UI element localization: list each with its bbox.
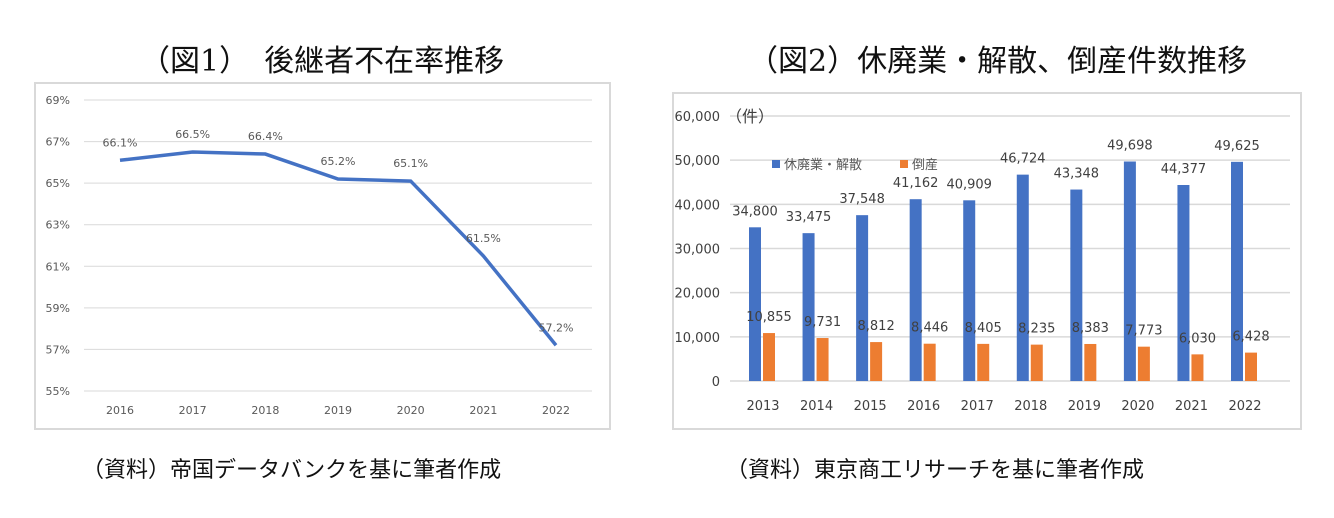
x-tick-label: 2018 xyxy=(1014,399,1047,414)
y-tick-label: 69% xyxy=(46,94,70,107)
data-label: 6,428 xyxy=(1232,330,1269,345)
x-tick-label: 2022 xyxy=(1228,399,1261,414)
y-tick-label: 30,000 xyxy=(675,243,721,258)
y-tick-label: 61% xyxy=(46,260,70,273)
y-tick-label: 63% xyxy=(46,219,70,232)
data-label: 34,800 xyxy=(732,204,778,219)
data-label: 61.5% xyxy=(466,232,501,245)
chart1-title: （図1） 後継者不在率推移 xyxy=(140,44,505,79)
x-tick-label: 2016 xyxy=(106,404,134,417)
x-tick-label: 2021 xyxy=(469,404,497,417)
x-tick-label: 2013 xyxy=(746,399,779,414)
data-label: 49,698 xyxy=(1107,139,1153,154)
x-tick-label: 2017 xyxy=(961,399,994,414)
chart1-caption: （資料）帝国データバンクを基に筆者作成 xyxy=(82,458,502,483)
x-tick-label: 2014 xyxy=(800,399,833,414)
data-label: 8,812 xyxy=(858,319,895,334)
closure-bar xyxy=(963,200,976,381)
data-label: 6,030 xyxy=(1179,331,1216,346)
data-label: 44,377 xyxy=(1161,162,1207,177)
data-label: 43,348 xyxy=(1054,167,1100,182)
y-tick-label: 10,000 xyxy=(675,331,721,346)
bankruptcy-bar xyxy=(763,333,775,381)
data-label: 49,625 xyxy=(1214,139,1260,154)
bankruptcy-bar xyxy=(870,342,883,381)
series-line xyxy=(119,150,558,347)
closure-bar xyxy=(1016,174,1029,381)
bankruptcy-bar xyxy=(1137,346,1150,381)
chart2-frame xyxy=(672,92,1302,430)
legend-swatch xyxy=(772,160,780,168)
data-label: 65.1% xyxy=(393,157,428,170)
legend-label: 倒産 xyxy=(912,157,938,173)
y-tick-label: 67% xyxy=(46,136,70,149)
data-label: 8,383 xyxy=(1072,321,1109,336)
bankruptcy-bar xyxy=(923,343,936,381)
y-tick-label: 0 xyxy=(712,375,720,390)
legend-swatch xyxy=(900,160,908,168)
chart2-title: （図2）休廃業・解散、倒産件数推移 xyxy=(748,44,1248,79)
y-tick-label: 65% xyxy=(46,177,70,190)
legend-label: 休廃業・解散 xyxy=(784,157,862,173)
x-tick-label: 2015 xyxy=(854,399,887,414)
closure-bar xyxy=(1231,161,1243,381)
closure-bar xyxy=(1177,185,1190,381)
closure-bar xyxy=(1070,189,1083,381)
y-tick-label: 59% xyxy=(46,302,70,315)
data-label: 66.1% xyxy=(103,136,138,149)
closure-bar xyxy=(909,199,922,381)
bankruptcy-bar xyxy=(816,338,829,381)
data-label: 8,405 xyxy=(965,321,1002,336)
bankruptcy-bar xyxy=(977,343,990,381)
data-label: 33,475 xyxy=(786,210,832,225)
y-tick-label: 55% xyxy=(46,385,70,398)
x-tick-label: 2017 xyxy=(179,404,207,417)
closure-bar xyxy=(1123,161,1136,381)
closure-bar xyxy=(856,215,869,381)
closure-bar xyxy=(802,233,815,381)
unit-label: （件） xyxy=(726,107,774,126)
y-tick-label: 57% xyxy=(46,343,70,356)
closure-bar xyxy=(749,227,761,381)
chart2-caption: （資料）東京商工リサーチを基に筆者作成 xyxy=(726,458,1145,483)
y-tick-label: 60,000 xyxy=(675,110,721,125)
data-label: 66.5% xyxy=(175,128,210,141)
chart1-frame xyxy=(34,82,611,430)
data-label: 9,731 xyxy=(804,315,841,330)
x-tick-label: 2021 xyxy=(1175,399,1208,414)
data-label: 66.4% xyxy=(248,130,283,143)
data-label: 10,855 xyxy=(746,310,792,325)
bankruptcy-bar xyxy=(1245,352,1257,381)
y-tick-label: 20,000 xyxy=(675,287,721,302)
data-label: 65.2% xyxy=(321,155,356,168)
bankruptcy-bar xyxy=(1030,344,1043,381)
y-tick-label: 50,000 xyxy=(675,154,721,169)
x-tick-label: 2019 xyxy=(1068,399,1101,414)
y-tick-label: 40,000 xyxy=(675,198,721,213)
data-label: 8,235 xyxy=(1018,322,1055,337)
data-label: 7,773 xyxy=(1125,324,1162,339)
x-tick-label: 2019 xyxy=(324,404,352,417)
x-tick-label: 2018 xyxy=(251,404,279,417)
data-label: 46,724 xyxy=(1000,152,1046,167)
data-label: 41,162 xyxy=(893,176,939,191)
data-label: 8,446 xyxy=(911,321,948,336)
bankruptcy-bar xyxy=(1191,354,1204,381)
bankruptcy-bar xyxy=(1084,343,1097,381)
x-tick-label: 2020 xyxy=(1121,399,1154,414)
x-tick-label: 2016 xyxy=(907,399,940,414)
x-tick-label: 2022 xyxy=(542,404,570,417)
data-label: 40,909 xyxy=(946,177,992,192)
data-label: 57.2% xyxy=(539,321,574,334)
x-tick-label: 2020 xyxy=(397,404,425,417)
data-label: 37,548 xyxy=(839,192,885,207)
